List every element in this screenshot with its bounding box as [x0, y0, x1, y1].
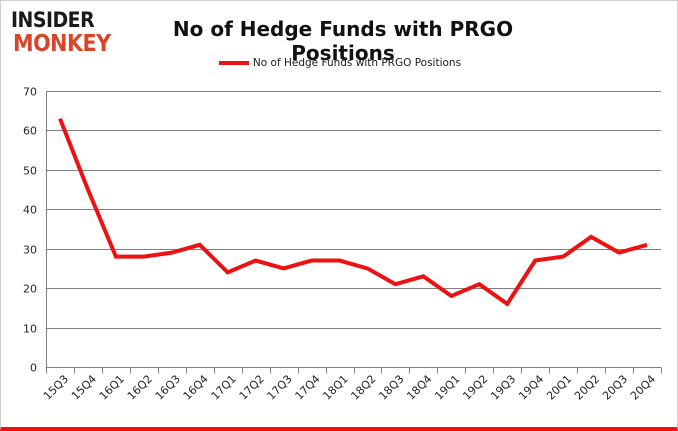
legend-entry-label: No of Hedge Funds with PRGO Positions — [252, 57, 462, 69]
y-axis-tick-label: 0 — [30, 362, 37, 375]
plot-area: 0 10 20 30 40 50 60 70 15Q3 15Q4 16Q1 16Q2 16Q3 16Q4… — [1, 79, 677, 427]
y-axis-tick-label: 30 — [23, 244, 37, 257]
chart-legend: No of Hedge Funds with PRGO Positions — [1, 57, 677, 69]
x-axis-tick-label: 19Q3 — [488, 372, 518, 402]
x-axis-tick-label: 16Q2 — [125, 372, 155, 402]
x-axis-tick-label: 20Q2 — [572, 372, 602, 402]
gridlines-group — [46, 91, 661, 368]
chart-title: No of Hedge Funds with PRGO Positions — [172, 17, 514, 65]
y-axis-tick-label: 10 — [23, 323, 37, 336]
x-axis-tick-label: 16Q4 — [181, 372, 211, 402]
y-axis-group: 0 10 20 30 40 50 60 70 — [23, 86, 47, 375]
x-axis-tick-label: 20Q1 — [544, 372, 574, 402]
x-axis-tick-label: 16Q3 — [153, 372, 183, 402]
x-axis-tick-label: 19Q4 — [516, 372, 546, 402]
logo-line-monkey: MONKEY — [13, 31, 111, 57]
y-axis-tick-label: 70 — [23, 86, 37, 99]
insider-monkey-logo: INSIDER MONKEY — [11, 10, 129, 56]
x-axis-tick-label: 18Q4 — [404, 372, 434, 402]
x-axis-tick-label: 18Q1 — [320, 372, 350, 402]
x-axis-tick-label: 17Q1 — [209, 372, 239, 402]
logo-line-insider: INSIDER — [11, 8, 95, 32]
x-axis-tick-label: 15Q4 — [69, 372, 99, 402]
y-axis-tick-label: 60 — [23, 125, 37, 138]
x-axis-tick-label: 20Q4 — [628, 372, 658, 402]
x-axis-tick-label: 17Q3 — [265, 372, 295, 402]
y-axis-tick-label: 40 — [23, 204, 37, 217]
x-axis-tick-label: 16Q1 — [97, 372, 127, 402]
y-axis-tick-label: 20 — [23, 283, 37, 296]
x-axis-tick-label: 15Q3 — [41, 372, 71, 402]
series-line-hedge-funds — [58, 117, 648, 307]
x-axis-tick-label: 18Q3 — [376, 372, 406, 402]
x-axis-tick-label: 19Q2 — [460, 372, 490, 402]
line-chart-svg: 0 10 20 30 40 50 60 70 15Q315Q416Q116Q216Q316Q4… — [23, 86, 662, 403]
x-axis-tick-label: 17Q4 — [293, 372, 323, 402]
x-axis-tick-label: 17Q2 — [237, 372, 267, 402]
x-axis-tick-label: 18Q2 — [348, 372, 378, 402]
legend-color-swatch — [218, 61, 249, 65]
x-axis-tick-label: 19Q1 — [432, 372, 462, 402]
y-axis-tick-label: 50 — [23, 165, 37, 178]
x-axis-tick-label: 20Q3 — [600, 372, 630, 402]
x-axis-group: 15Q315Q416Q116Q216Q316Q417Q117Q217Q317Q4… — [41, 367, 662, 403]
